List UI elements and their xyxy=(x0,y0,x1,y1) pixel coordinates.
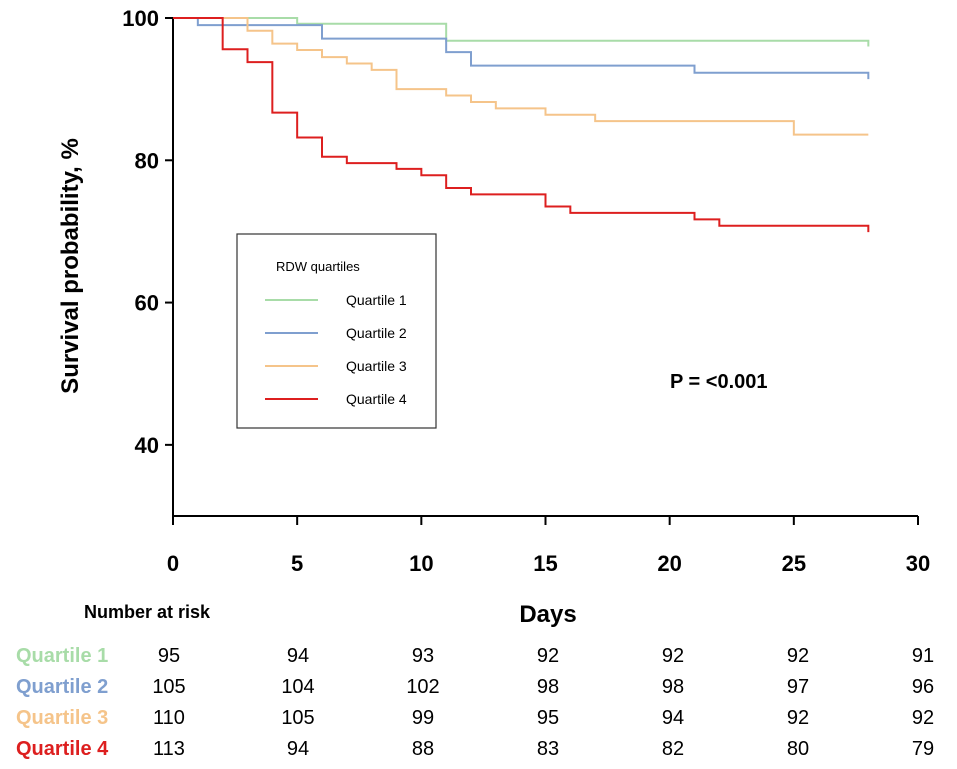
risk-count: 82 xyxy=(662,738,684,760)
risk-count: 98 xyxy=(662,676,684,698)
risk-table: Number at risk Quartile 1 95 94 93 92 92 92 91 Qu… xyxy=(16,602,934,760)
y-tick-label: 60 xyxy=(135,291,159,316)
risk-count: 79 xyxy=(912,738,934,760)
x-tick-label: 25 xyxy=(782,551,806,576)
risk-count: 92 xyxy=(662,645,684,667)
x-tick-label: 10 xyxy=(409,551,433,576)
risk-count: 91 xyxy=(912,645,934,667)
risk-count: 92 xyxy=(787,645,809,667)
risk-row-label: Quartile 4 xyxy=(16,738,109,760)
risk-count: 97 xyxy=(787,676,809,698)
axes: 40 60 80 100 0 5 10 15 20 25 30 xyxy=(122,6,930,576)
risk-count: 113 xyxy=(153,738,185,760)
legend-label: Quartile 1 xyxy=(346,292,407,308)
risk-count: 94 xyxy=(662,707,684,729)
risk-count: 102 xyxy=(406,676,439,698)
risk-count: 110 xyxy=(153,707,185,729)
risk-count: 83 xyxy=(537,738,559,760)
risk-count: 88 xyxy=(412,738,434,760)
x-tick-label: 0 xyxy=(167,551,179,576)
risk-row-label: Quartile 1 xyxy=(16,645,108,667)
risk-count: 92 xyxy=(912,707,934,729)
risk-count: 93 xyxy=(412,645,434,667)
x-tick-label: 5 xyxy=(291,551,303,576)
risk-count: 99 xyxy=(412,707,434,729)
risk-count: 96 xyxy=(912,676,934,698)
legend-label: Quartile 3 xyxy=(346,358,407,374)
series-group xyxy=(173,17,870,233)
risk-count: 92 xyxy=(787,707,809,729)
y-tick-label: 100 xyxy=(122,6,159,31)
legend: RDW quartiles Quartile 1 Quartile 2 Quartil… xyxy=(236,233,437,429)
risk-count: 98 xyxy=(537,676,559,698)
risk-count: 105 xyxy=(281,707,314,729)
risk-row-label: Quartile 2 xyxy=(16,676,108,698)
legend-label: Quartile 4 xyxy=(346,391,407,407)
series-line-quartile-1 xyxy=(173,17,870,47)
risk-count: 80 xyxy=(787,738,809,760)
risk-count: 94 xyxy=(287,738,309,760)
risk-count: 104 xyxy=(281,676,314,698)
y-tick-label: 80 xyxy=(135,148,159,173)
x-tick-label: 30 xyxy=(906,551,930,576)
y-tick-label: 40 xyxy=(135,433,159,458)
risk-count: 92 xyxy=(537,645,559,667)
legend-label: Quartile 2 xyxy=(346,325,407,341)
risk-count: 95 xyxy=(537,707,559,729)
risk-count: 105 xyxy=(152,676,185,698)
legend-box xyxy=(236,233,437,429)
x-axis-title: Days xyxy=(519,601,576,628)
risk-count: 95 xyxy=(158,645,180,667)
series-line-quartile-4 xyxy=(173,17,870,233)
legend-title: RDW quartiles xyxy=(276,259,360,274)
risk-row-label: Quartile 3 xyxy=(16,707,108,729)
x-tick-label: 15 xyxy=(533,551,557,576)
series-line-quartile-3 xyxy=(173,17,869,136)
risk-table-title: Number at risk xyxy=(84,602,211,622)
x-tick-label: 20 xyxy=(657,551,681,576)
risk-count: 94 xyxy=(287,645,309,667)
series-line-quartile-2 xyxy=(173,17,870,80)
y-axis-title: Survival probability, % xyxy=(57,138,84,394)
p-value-annotation: P = <0.001 xyxy=(670,371,768,393)
